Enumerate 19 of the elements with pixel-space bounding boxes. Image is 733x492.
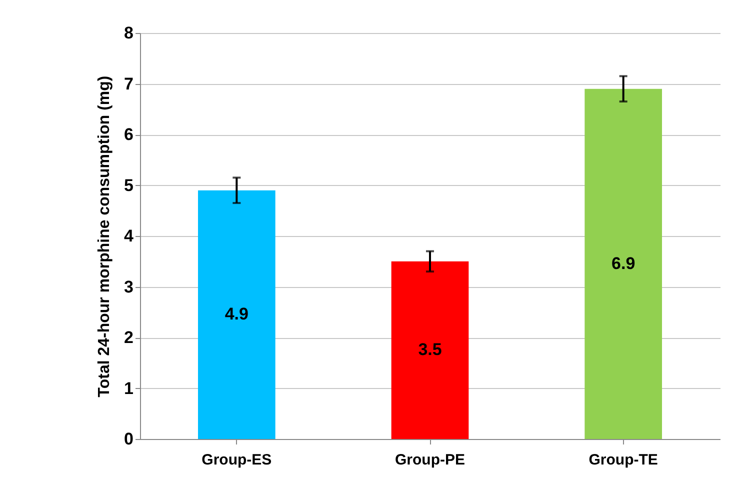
y-tick-label: 6 [124, 125, 134, 144]
x-tick-label: Group-PE [395, 452, 465, 468]
y-tick-label: 7 [124, 74, 134, 94]
data-label: 4.9 [224, 304, 248, 324]
y-tick-label: 2 [124, 328, 134, 347]
x-tick-label: Group-ES [202, 452, 272, 468]
y-tick-label: 8 [124, 24, 134, 42]
data-label: 6.9 [612, 254, 636, 273]
y-axis-title: Total 24-hour morphine consumption (mg) [96, 76, 114, 398]
y-tick-label: 3 [124, 277, 134, 296]
y-tick-label: 5 [124, 176, 134, 195]
x-tick-label: Group-TE [588, 452, 658, 468]
y-tick-label: 0 [124, 430, 134, 448]
y-tick-label: 1 [124, 378, 134, 398]
bar [584, 88, 662, 439]
y-tick-label: 4 [124, 226, 134, 246]
bar [198, 190, 276, 439]
data-label: 3.5 [418, 340, 442, 360]
bar [391, 261, 469, 439]
